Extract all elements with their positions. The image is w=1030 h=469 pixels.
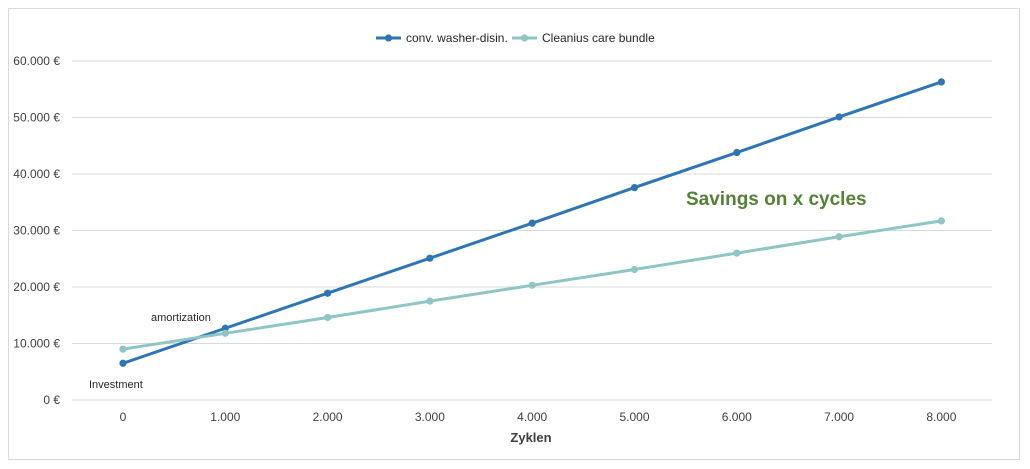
legend-label: Cleanius care bundle bbox=[542, 31, 655, 45]
y-tick-label: 20.000 € bbox=[13, 280, 60, 294]
y-axis-ticks: 0 € 10.000 € 20.000 € 30.000 € 40.000 € 50.00… bbox=[13, 54, 60, 407]
x-tick-label: 0 bbox=[120, 410, 127, 424]
series-2 bbox=[119, 217, 946, 353]
x-tick-label: 7.000 bbox=[824, 410, 854, 424]
data-point bbox=[835, 233, 843, 241]
data-point bbox=[528, 219, 536, 227]
data-point bbox=[221, 324, 229, 332]
legend-label: conv. washer-disin. bbox=[406, 31, 508, 45]
data-point bbox=[630, 265, 639, 274]
series-group bbox=[119, 78, 946, 367]
x-axis-ticks: 0 1.000 2.000 3.000 4.000 5.000 6.000 7.000 8.00… bbox=[120, 410, 957, 424]
savings-callout: Savings on x cycles bbox=[686, 189, 867, 210]
legend-marker bbox=[384, 34, 393, 42]
data-point bbox=[426, 297, 434, 305]
data-point bbox=[221, 329, 229, 337]
data-point bbox=[733, 148, 741, 157]
gridlines bbox=[72, 60, 992, 344]
data-point bbox=[937, 217, 946, 225]
legend-item: conv. washer-disin. bbox=[376, 31, 508, 45]
x-axis-label: Zyklen bbox=[510, 430, 551, 445]
x-tick-label: 6.000 bbox=[722, 410, 752, 424]
data-point bbox=[324, 289, 332, 297]
data-point bbox=[528, 281, 536, 289]
y-tick-label: 40.000 € bbox=[13, 167, 60, 181]
x-tick-label: 8.000 bbox=[926, 410, 956, 424]
x-tick-label: 5.000 bbox=[619, 410, 649, 424]
data-point bbox=[733, 249, 741, 257]
y-tick-label: 50.000 € bbox=[13, 111, 60, 125]
y-tick-label: 60.000 € bbox=[13, 54, 60, 68]
x-tick-label: 2.000 bbox=[313, 410, 343, 424]
y-tick-label: 30.000 € bbox=[13, 224, 60, 238]
x-tick-label: 3.000 bbox=[415, 410, 445, 424]
investment-annotation: Investment bbox=[89, 379, 143, 391]
x-tick-label: 1.000 bbox=[210, 410, 240, 424]
data-point bbox=[119, 345, 127, 353]
data-point bbox=[937, 78, 946, 86]
y-tick-label: 0 € bbox=[43, 393, 60, 407]
data-point bbox=[119, 359, 127, 367]
data-point bbox=[630, 183, 639, 192]
legend-marker bbox=[520, 34, 529, 42]
data-point bbox=[324, 313, 332, 322]
legend-item: Cleanius care bundle bbox=[512, 31, 655, 45]
series-1 bbox=[119, 78, 946, 367]
x-tick-label: 4.000 bbox=[517, 410, 547, 424]
amortization-annotation: amortization bbox=[151, 312, 211, 324]
y-tick-label: 10.000 € bbox=[13, 337, 60, 351]
data-point bbox=[835, 113, 843, 121]
legend: conv. washer-disin. Cleanius care bundle bbox=[376, 31, 655, 45]
data-point bbox=[426, 254, 434, 262]
